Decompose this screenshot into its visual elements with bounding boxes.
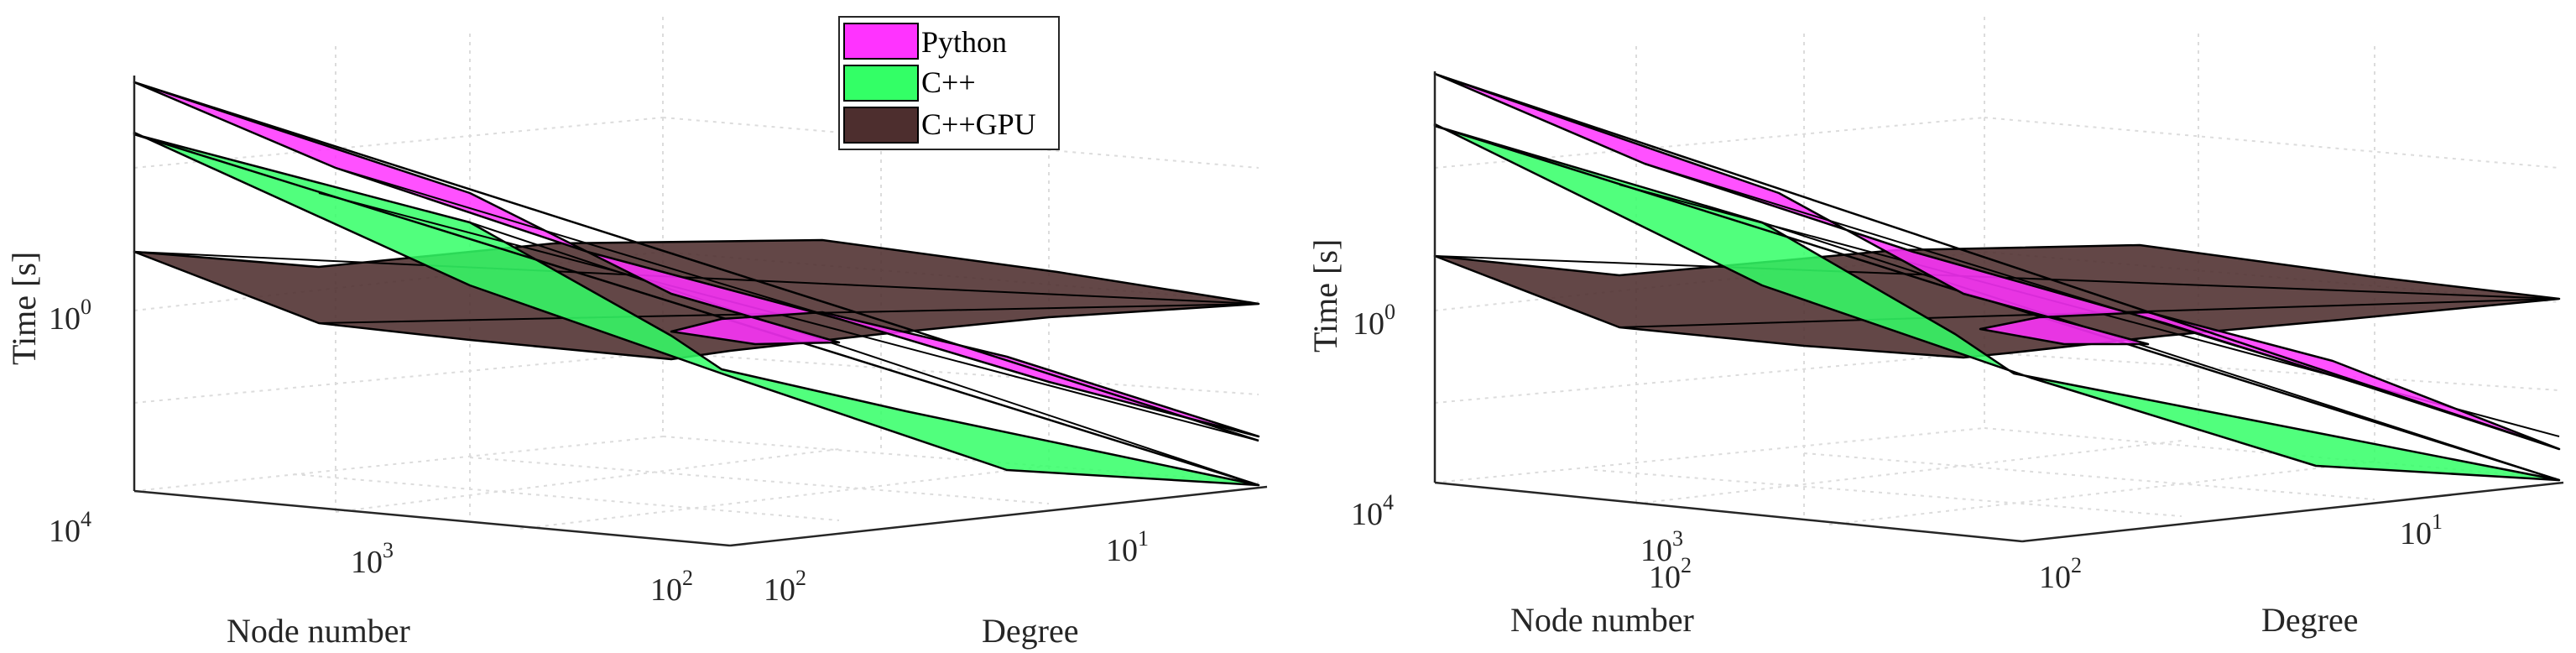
x-tick-right-0: 104 bbox=[1351, 490, 1394, 532]
xlabel-right: Node number bbox=[1510, 601, 1694, 639]
legend-entry-cppgpu: C++GPU bbox=[843, 107, 1036, 144]
x-tick-right-2: 102 bbox=[1649, 553, 1692, 595]
x-tick-left-1: 103 bbox=[351, 538, 394, 580]
legend-entry-cpp: C++ bbox=[843, 65, 976, 102]
x-tick-left-2: 102 bbox=[650, 566, 693, 608]
y-tick-left-0: 102 bbox=[764, 566, 806, 608]
z-tick-left-0: 100 bbox=[49, 295, 91, 337]
y-tick-right-0: 102 bbox=[2039, 553, 2082, 595]
legend: Python C++ C++GPU bbox=[838, 16, 1060, 150]
surfaces-left bbox=[133, 81, 1260, 487]
surface-python-left bbox=[133, 81, 1260, 438]
legend-label-cppgpu: C++GPU bbox=[921, 107, 1036, 141]
y-tick-right-1: 101 bbox=[2400, 509, 2443, 551]
z-tick-right-0: 100 bbox=[1353, 300, 1395, 342]
zlabel-right: Time [s] bbox=[1306, 239, 1344, 353]
legend-swatch-cpp bbox=[843, 65, 919, 102]
x-tick-right-1: 103 bbox=[1640, 526, 1683, 568]
axes-right bbox=[1433, 71, 2564, 543]
surfaces-right bbox=[1433, 72, 2561, 482]
axes-left bbox=[133, 76, 1268, 547]
y-tick-left-1: 101 bbox=[1106, 526, 1149, 568]
surface-plot-right: 100 104 103 102 102 101 Time [s] Node nu… bbox=[1306, 17, 2564, 639]
legend-entry-python: Python bbox=[843, 23, 1007, 60]
ylabel-right: Degree bbox=[2261, 601, 2358, 639]
xlabel-left: Node number bbox=[227, 612, 410, 650]
legend-swatch-python bbox=[843, 23, 919, 60]
surface-plot-left: 100 104 103 102 102 101 Time [s] Node nu… bbox=[5, 17, 1268, 650]
x-tick-left-0: 104 bbox=[49, 507, 91, 549]
legend-label-python: Python bbox=[921, 25, 1007, 59]
ylabel-left: Degree bbox=[982, 612, 1078, 650]
zlabel-left: Time [s] bbox=[5, 252, 43, 365]
legend-label-cpp: C++ bbox=[921, 65, 976, 99]
legend-swatch-cppgpu bbox=[843, 107, 919, 144]
